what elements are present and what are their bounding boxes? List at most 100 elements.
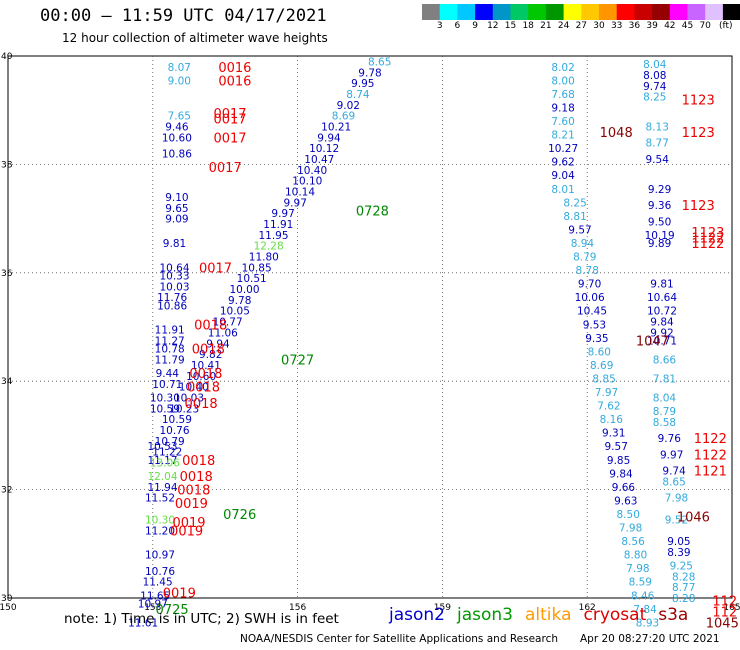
wave-height-value: 10.64 (159, 262, 189, 274)
pass-time-label: 1045 (706, 616, 739, 631)
legend-entry-s3a: s3a (658, 605, 689, 625)
wave-height-value: 9.57 (568, 224, 591, 236)
wave-height-value: 9.76 (658, 433, 682, 445)
pass-time-label: 0017 (213, 107, 246, 122)
wave-height-value: 10.71 (647, 336, 677, 348)
pass-time-label: 1122 (694, 432, 727, 447)
wave-height-value: 10.33 (159, 271, 189, 283)
wave-height-value: 10.03 (174, 393, 204, 405)
wave-height-value: 11.65 (140, 590, 170, 602)
pass-time-label: 0018 (185, 397, 218, 412)
wave-height-value: 8.60 (588, 346, 611, 358)
wave-height-value: 10.60 (186, 371, 216, 383)
wave-height-value: 9.29 (648, 184, 671, 196)
wave-height-value: 9.63 (614, 495, 637, 507)
wave-height-value: 9.89 (648, 238, 671, 250)
wave-height-value: 10.19 (645, 230, 675, 242)
legend-entry-jason2: jason2 (389, 605, 445, 625)
wave-height-value: 9.97 (284, 197, 307, 209)
color-scale-tick: 6 (454, 21, 461, 31)
wave-height-value: 10.76 (159, 425, 189, 437)
wave-height-value: 9.94 (206, 338, 230, 350)
legend-entry-altika: altika (525, 605, 572, 625)
wave-height-value: 9.78 (228, 295, 251, 307)
wave-height-value: 10.85 (242, 262, 272, 274)
wave-height-value: 9.65 (165, 203, 188, 215)
x-tick-label: 156 (289, 603, 306, 613)
wave-height-value: 10.14 (285, 187, 315, 199)
wave-height-value: 11.20 (145, 525, 175, 537)
pass-time-label: 0017 (213, 112, 246, 127)
wave-height-value: 9.97 (660, 449, 683, 461)
wave-height-value: 7.98 (619, 523, 642, 535)
wave-height-value: 11.79 (155, 355, 185, 367)
wave-height-value: 10.59 (150, 403, 180, 415)
wave-height-value: 13.06 (150, 458, 180, 470)
wave-height-value: 10.23 (169, 403, 199, 415)
pass-time-label: 0019 (172, 516, 205, 531)
wave-height-value: 7.62 (597, 401, 620, 413)
footer-note: note: 1) Time is in UTC; 2) SWH is in fe… (64, 611, 339, 627)
color-scale-tick: 21 (540, 21, 552, 31)
pass-time-label: 0016 (218, 61, 251, 76)
y-tick-label: 38 (1, 160, 13, 170)
color-swatch (687, 4, 706, 20)
wave-height-value: 8.93 (636, 617, 659, 629)
wave-height-value: 8.65 (368, 56, 391, 68)
wave-height-value: 10.12 (309, 143, 339, 155)
color-scale-tick: 18 (522, 21, 534, 31)
color-swatch (722, 4, 740, 20)
wave-height-value: 10.72 (647, 306, 677, 318)
wave-height-value: 9.97 (271, 208, 294, 220)
wave-height-value: 8.78 (576, 265, 599, 277)
pass-time-label: 0018 (177, 484, 210, 499)
pass-time-label: 1123 (682, 199, 715, 214)
color-swatch (599, 4, 618, 20)
wave-height-value: 10.41 (191, 360, 221, 372)
pass-time-label: 112 (712, 606, 737, 621)
wave-height-value: 9.52 (665, 514, 688, 526)
pass-time-label: 1122 (691, 232, 724, 247)
color-scale-unit: (ft) (719, 21, 733, 31)
y-tick-label: 32 (1, 486, 12, 496)
wave-height-value: 10.10 (292, 176, 322, 188)
wave-height-value: 9.10 (165, 192, 188, 204)
wave-height-value: 8.94 (571, 238, 595, 250)
color-scale-tick: 30 (593, 21, 605, 31)
x-tick-label: 165 (723, 603, 740, 613)
pass-time-label: 0018 (194, 318, 227, 333)
color-swatch (528, 4, 547, 20)
color-scale-bar (422, 4, 740, 20)
color-swatch (563, 4, 582, 20)
wave-height-value: 8.01 (551, 184, 574, 196)
wave-height-value: 9.74 (643, 81, 667, 93)
pass-time-label: 0728 (356, 205, 389, 220)
generated-timestamp: Apr 20 08:27:20 UTC 2021 (580, 633, 720, 645)
wave-height-value: 9.57 (605, 441, 628, 453)
wave-height-value: 9.31 (602, 428, 625, 440)
wave-height-value: 10.59 (162, 414, 192, 426)
wave-height-value: 8.65 (662, 477, 685, 489)
color-swatch (457, 4, 476, 20)
wave-height-value: 9.09 (165, 214, 188, 226)
wave-height-value: 7.97 (595, 387, 618, 399)
wave-height-value: 9.82 (199, 349, 222, 361)
wave-height-value: 9.94 (317, 132, 341, 144)
x-tick-label: 153 (144, 603, 161, 613)
wave-height-value: 11.80 (249, 252, 279, 264)
wave-height-value: 8.16 (600, 414, 624, 426)
wave-height-value: 9.74 (662, 466, 686, 478)
wave-height-value: 8.28 (672, 593, 695, 605)
wave-height-value: 8.69 (590, 360, 613, 372)
wave-height-value: 8.79 (653, 406, 676, 418)
wave-height-value: 8.28 (672, 571, 695, 583)
color-swatch (634, 4, 653, 20)
color-scale-tick: 45 (681, 21, 694, 31)
wave-height-value: 9.35 (585, 333, 608, 345)
wave-height-value: 10.97 (145, 550, 175, 562)
wave-height-value: 10.77 (213, 317, 243, 329)
color-scale-tick: 12 (487, 21, 499, 31)
wave-height-value: 9.50 (648, 216, 671, 228)
color-swatch (705, 4, 724, 20)
color-scale-labels: 3 6 9 12 15 18 21 24 27 30 33 36 39 42 45 70 (422, 21, 740, 35)
